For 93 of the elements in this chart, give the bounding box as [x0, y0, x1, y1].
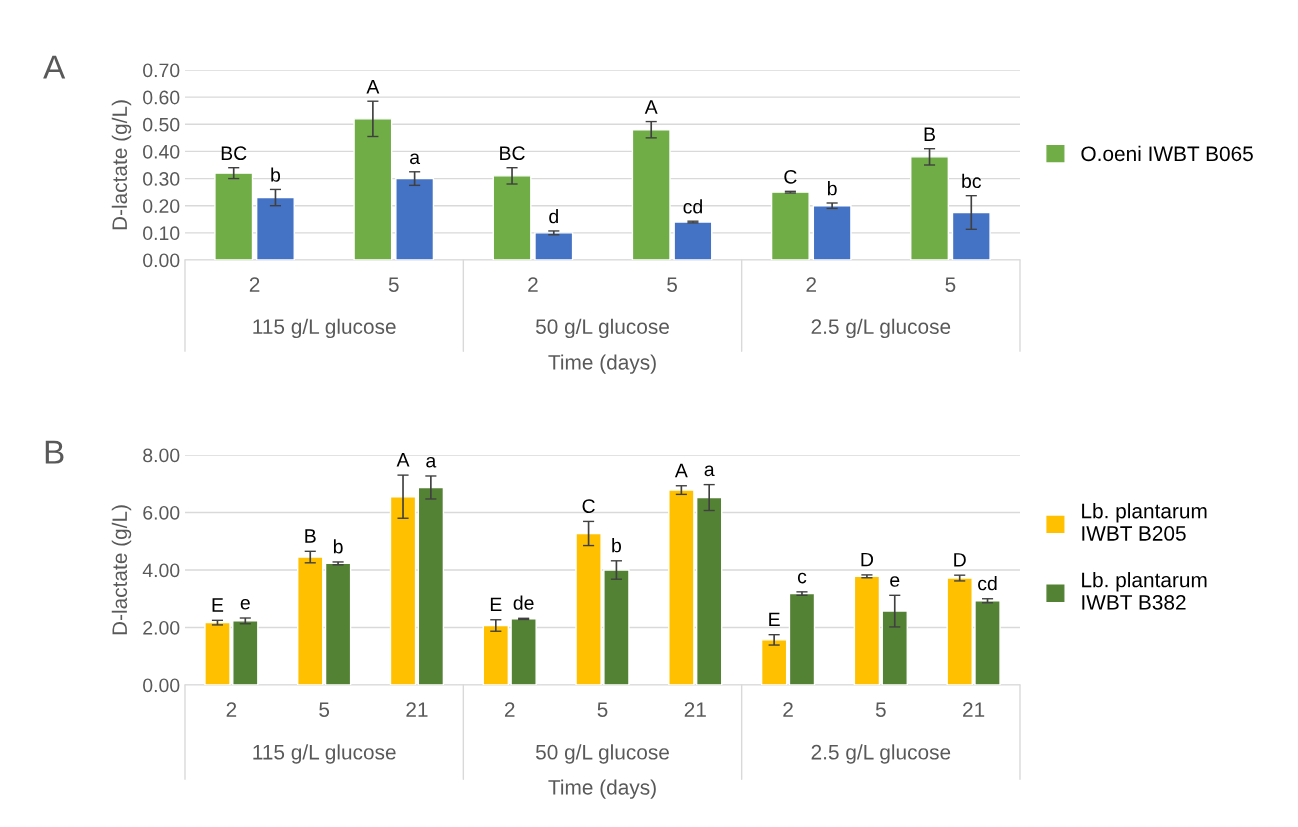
data-label: e [240, 598, 250, 610]
text: 115 g/L glucose [253, 744, 396, 764]
data-label: E [212, 598, 224, 612]
bar [255, 196, 295, 260]
x-tick-label: 5 [875, 702, 886, 717]
y-tick-label: 0.00 [143, 678, 180, 693]
text: 50 g/L glucose [535, 318, 669, 339]
y-tick-label: 0.10 [143, 226, 180, 241]
data-label: D [954, 553, 966, 567]
text: 115 g/L glucose [253, 318, 396, 339]
data-label: c [797, 572, 807, 584]
x-tick-label: 21 [963, 702, 985, 717]
text: B [45, 440, 64, 464]
x-tick-label: 21 [684, 702, 706, 717]
x-tick-label: 2 [226, 702, 237, 717]
x-tick-label: 2 [504, 702, 515, 717]
bar [353, 118, 393, 260]
y-tick-label: 0.70 [143, 63, 180, 78]
data-label: cd [978, 576, 997, 591]
bar [951, 211, 991, 260]
bar [214, 172, 254, 260]
bar [492, 175, 532, 260]
data-label: C [784, 169, 797, 184]
y-tick-label: 4.00 [142, 563, 180, 578]
y-tick-label: 8.00 [143, 448, 180, 463]
bar [853, 575, 881, 685]
x-tick-label: 21 [406, 702, 428, 717]
legend-label: Lb. plantarum IWBT B382 [1082, 572, 1207, 610]
bar [770, 191, 810, 260]
bar [788, 592, 816, 685]
data-label: A [674, 463, 688, 478]
y-tick-label: 6.00 [143, 505, 180, 520]
data-label: e [890, 576, 900, 587]
bar [673, 221, 713, 260]
x-tick-label: 5 [319, 702, 330, 717]
bar [910, 156, 950, 260]
text: 2.5 g/L glucose [811, 744, 951, 764]
text: A [43, 55, 66, 79]
legend-label: O.oeni IWBT B065 [1081, 145, 1253, 162]
x-tick-label: 5 [945, 277, 956, 292]
y-tick-label: 0.40 [143, 144, 180, 159]
data-label: b [612, 538, 622, 553]
y-tick-label: 2.00 [143, 620, 180, 635]
data-label: b [333, 539, 343, 554]
data-label: A [644, 100, 658, 114]
bar [631, 129, 671, 260]
x-tick-label: 5 [667, 277, 677, 292]
data-label: bc [962, 173, 982, 189]
data-label: BC [221, 146, 247, 161]
y-tick-label: 0.00 [143, 253, 180, 268]
data-label: b [271, 167, 281, 182]
x-tick-label: 5 [597, 702, 608, 717]
data-label: a [704, 465, 715, 477]
bar [297, 556, 324, 685]
y-tick-label: 0.50 [143, 117, 180, 132]
data-label: a [426, 456, 437, 468]
data-label: E [769, 612, 780, 627]
x-axis-title: Time (days) [548, 779, 656, 799]
text: 2.5 g/L glucose [811, 318, 951, 339]
bar [881, 610, 908, 685]
data-label: B [924, 127, 935, 141]
data-label: E [490, 597, 502, 612]
y-tick-label: 0.20 [143, 199, 180, 213]
text: 50 g/L glucose [535, 744, 669, 764]
x-tick-label: 2 [783, 702, 793, 717]
x-axis-title: Time (days) [548, 354, 656, 374]
data-label: B [305, 529, 316, 543]
bar [395, 177, 435, 260]
x-tick-label: 2 [249, 277, 260, 292]
bar [324, 562, 352, 685]
y-axis-title: D-lactate (g/L) [111, 100, 132, 230]
data-label: A [396, 453, 410, 467]
data-label: BC [500, 146, 525, 161]
x-tick-label: 2 [528, 277, 538, 292]
data-label: a [410, 153, 421, 165]
bar [534, 232, 574, 260]
data-label: D [861, 552, 874, 567]
bar [389, 495, 417, 685]
y-tick-label: 0.30 [143, 172, 180, 186]
data-label: cd [683, 199, 702, 214]
data-label: C [582, 499, 595, 513]
legend-label: Lb. plantarum IWBT B205 [1082, 503, 1207, 541]
data-label: d [549, 209, 558, 224]
bar [760, 639, 788, 685]
y-tick-label: 0.60 [143, 90, 180, 105]
data-label: de [513, 595, 534, 610]
bar [812, 205, 852, 260]
y-axis-title: D-lactate (g/L) [111, 505, 132, 635]
x-tick-label: 2 [806, 277, 816, 292]
data-label: A [366, 80, 380, 94]
bar [417, 486, 445, 685]
data-label: b [827, 181, 837, 196]
x-tick-label: 5 [388, 277, 399, 292]
